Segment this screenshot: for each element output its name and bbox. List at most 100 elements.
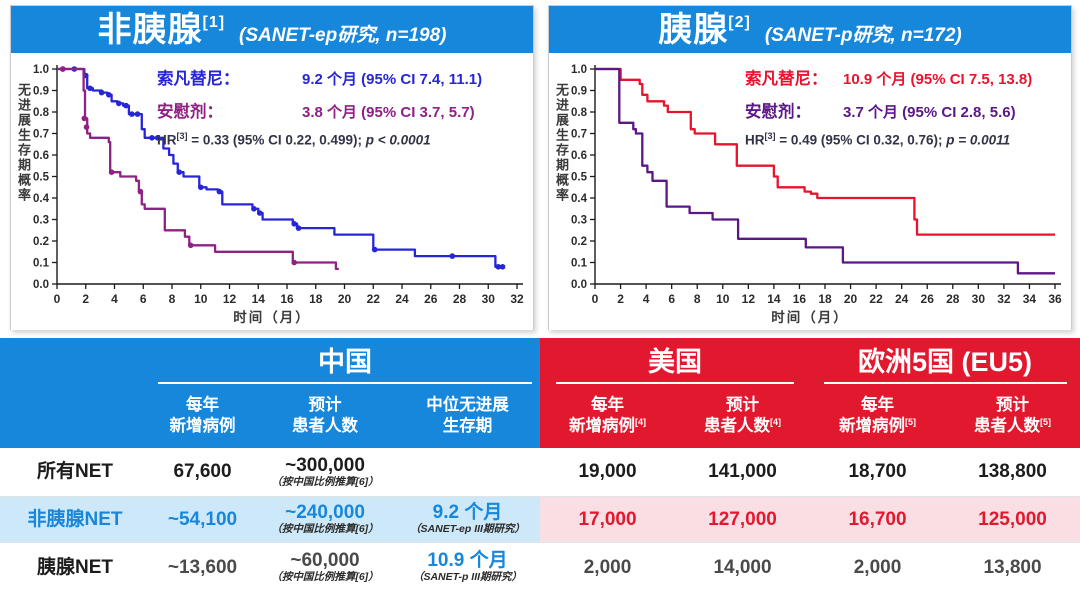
cell-us-new-cases: 2,000 [583,556,632,578]
svg-text:0.5: 0.5 [33,172,50,184]
svg-text:28: 28 [453,292,467,306]
svg-text:0.0: 0.0 [33,279,49,291]
hazard-ratio-statistic: HR[3] = 0.49 (95% CI 0.32, 0.76); p = 0.… [745,131,1032,148]
svg-text:12: 12 [742,292,756,306]
cell-us-new-cases: 17,000 [578,508,637,530]
svg-text:0.7: 0.7 [33,129,49,141]
cell-median-pfs: 10.9 个月 （SANET-p III期研究） [412,550,523,584]
svg-text:12: 12 [223,292,237,306]
cell-note: （按中国比例推算[6]） [271,523,379,536]
y-axis-label: 无进展生存期概率 [16,83,31,203]
group-header-china: 中国 [150,338,540,384]
svg-text:34: 34 [1023,292,1037,306]
km-chart-svg: 0.00.10.20.30.40.50.60.70.80.91.00 2 4 6 8 10… [571,64,1062,306]
series-value: 10.9 个月 (95% CI 7.5, 13.8) [843,71,1033,88]
panel-title-text: 非胰腺 [97,10,203,49]
svg-text:6: 6 [140,292,147,306]
cell-median-pfs: 9.2 个月 （SANET-ep III期研究） [410,502,525,536]
row-label: 非胰腺NET [27,508,123,530]
table-header: 中国 美国 欧洲5国 (EU5) 每年 新增病例 预计 患者人数 中位无进展 生存期 … [0,338,1080,448]
column-header-china-new-cases: 每年 新增病例 [169,395,236,435]
svg-text:28: 28 [946,292,960,306]
china-header-background [0,338,540,448]
hr-footnote: [3] [764,131,776,141]
cell-note: （按中国比例推算[6]） [271,571,379,584]
table-body: 所有NET 67,600 ~300,000 （按中国比例推算[6]） 19,00… [0,448,1080,592]
svg-text:18: 18 [818,292,832,306]
svg-text:0: 0 [54,292,61,306]
km-panel-pancreatic: 胰腺[2] (SANET-p研究, n=172) 0.0 0.1 0.2 0.3 0.4… [548,5,1072,330]
y-axis-label: 无进展生存期概率 [554,83,569,203]
cell-us-estimated-patients: 127,000 [708,508,777,530]
legend-row-placebo: 安慰剂： 3.8 个月 (95% CI 3.7, 5.7) [157,98,482,122]
cell-china-estimated-patients: ~60,000 （按中国比例推算[6]） [271,550,379,584]
chart-legend: 索凡替尼： 9.2 个月 (95% CI 7.4, 11.1) 安慰剂： 3.8 个… [157,65,482,148]
panel-header: 非胰腺[1] (SANET-ep研究, n=198) [11,6,533,53]
column-header-median-pfs: 中位无进展 生存期 [426,395,509,435]
series-value: 3.7 个月 (95% CI 2.8, 5.6) [843,104,1016,121]
table-row-nonpancreatic-net: 非胰腺NET ~54,100 ~240,000 （按中国比例推算[6]） 9.2… [0,497,1080,542]
km-panel-nonpancreatic: 非胰腺[1] (SANET-ep研究, n=198) 0.0 0.1 0.2 0.3 0… [10,5,534,330]
cell-china-estimated-patients: ~240,000 （按中国比例推算[6]） [271,502,379,536]
cell-note: （SANET-ep III期研究） [410,523,525,536]
svg-text:0.2: 0.2 [571,236,587,248]
svg-text:0.6: 0.6 [33,150,49,162]
svg-text:0.3: 0.3 [33,215,49,227]
svg-text:30: 30 [972,292,986,306]
panel-title: 非胰腺[1] [97,13,225,47]
group-underline [556,382,794,384]
svg-text:0.2: 0.2 [33,236,49,248]
chart-legend: 索凡替尼： 10.9 个月 (95% CI 7.5, 13.8) 安慰剂： 3.7 … [745,65,1032,148]
svg-text:0.1: 0.1 [33,258,50,270]
cell-median-pfs [395,448,540,496]
km-chart-area: 0.0 0.1 0.2 0.3 0.4 0.5 0.6 0.7 0.8 0.9 1.0 0 2 4 6 8 10… [11,53,533,330]
svg-text:0.3: 0.3 [571,215,587,227]
hazard-ratio-statistic: HR[3] = 0.33 (95% CI 0.22, 0.499); p < 0… [157,131,482,148]
group-underline [823,382,1067,384]
legend-row-surufatinib: 索凡替尼： 10.9 个月 (95% CI 7.5, 13.8) [745,65,1032,89]
svg-text:0.1: 0.1 [571,258,588,270]
group-title: 欧洲5国 (EU5) [857,347,1033,378]
cell-china-estimated-patients: ~300,000 （按中国比例推算[6]） [271,454,379,488]
hr-footnote: [3] [176,131,188,141]
cell-eu5-estimated-patients: 13,800 [983,556,1042,578]
table-row-all-net: 所有NET 67,600 ~300,000 （按中国比例推算[6]） 19,00… [0,448,1080,497]
svg-text:16: 16 [793,292,807,306]
p-value: p = 0.0011 [946,132,1011,148]
column-header-eu5-estimated-patients: 预计 患者人数[5] [974,395,1051,435]
svg-text:20: 20 [338,292,352,306]
legend-row-surufatinib: 索凡替尼： 9.2 个月 (95% CI 7.4, 11.1) [157,65,482,89]
svg-text:24: 24 [895,292,909,306]
svg-text:0.4: 0.4 [33,193,50,205]
svg-text:0: 0 [592,292,599,306]
cell-china-new-cases: ~13,600 [167,556,238,578]
x-axis-label: 时间（月） [233,310,311,325]
panel-title: 胰腺[2] [658,13,751,47]
svg-text:26: 26 [424,292,438,306]
svg-text:2: 2 [82,292,89,306]
legend-row-placebo: 安慰剂： 3.7 个月 (95% CI 2.8, 5.6) [745,98,1032,122]
row-label: 所有NET [36,461,113,483]
cell-eu5-new-cases: 18,700 [848,461,907,483]
cell-eu5-new-cases: 2,000 [853,556,902,578]
us-eu-header-background [540,338,1080,448]
svg-text:0.8: 0.8 [33,107,50,119]
cell-us-estimated-patients: 14,000 [713,556,772,578]
series-value: 3.8 个月 (95% CI 3.7, 5.7) [302,104,475,121]
panel-title-footnote: [2] [728,13,751,31]
group-title: 中国 [318,347,372,378]
svg-text:0.7: 0.7 [571,129,587,141]
cell-us-new-cases: 19,000 [578,461,637,483]
series-label: 安慰剂： [745,103,811,121]
svg-text:8: 8 [169,292,176,306]
series-label: 索凡替尼： [157,70,240,88]
hr-prefix: HR [157,132,177,148]
svg-text:6: 6 [668,292,675,306]
column-header-us-estimated-patients: 预计 患者人数[4] [704,395,781,435]
svg-text:10: 10 [716,292,730,306]
group-header-eu5: 欧洲5国 (EU5) [810,338,1080,384]
cell-eu5-new-cases: 16,700 [848,508,907,530]
km-chart-svg: 0.00.10.20.30.40.50.60.70.80.91.00 2 4 6 8 10… [33,64,524,306]
svg-text:36: 36 [1048,292,1062,306]
